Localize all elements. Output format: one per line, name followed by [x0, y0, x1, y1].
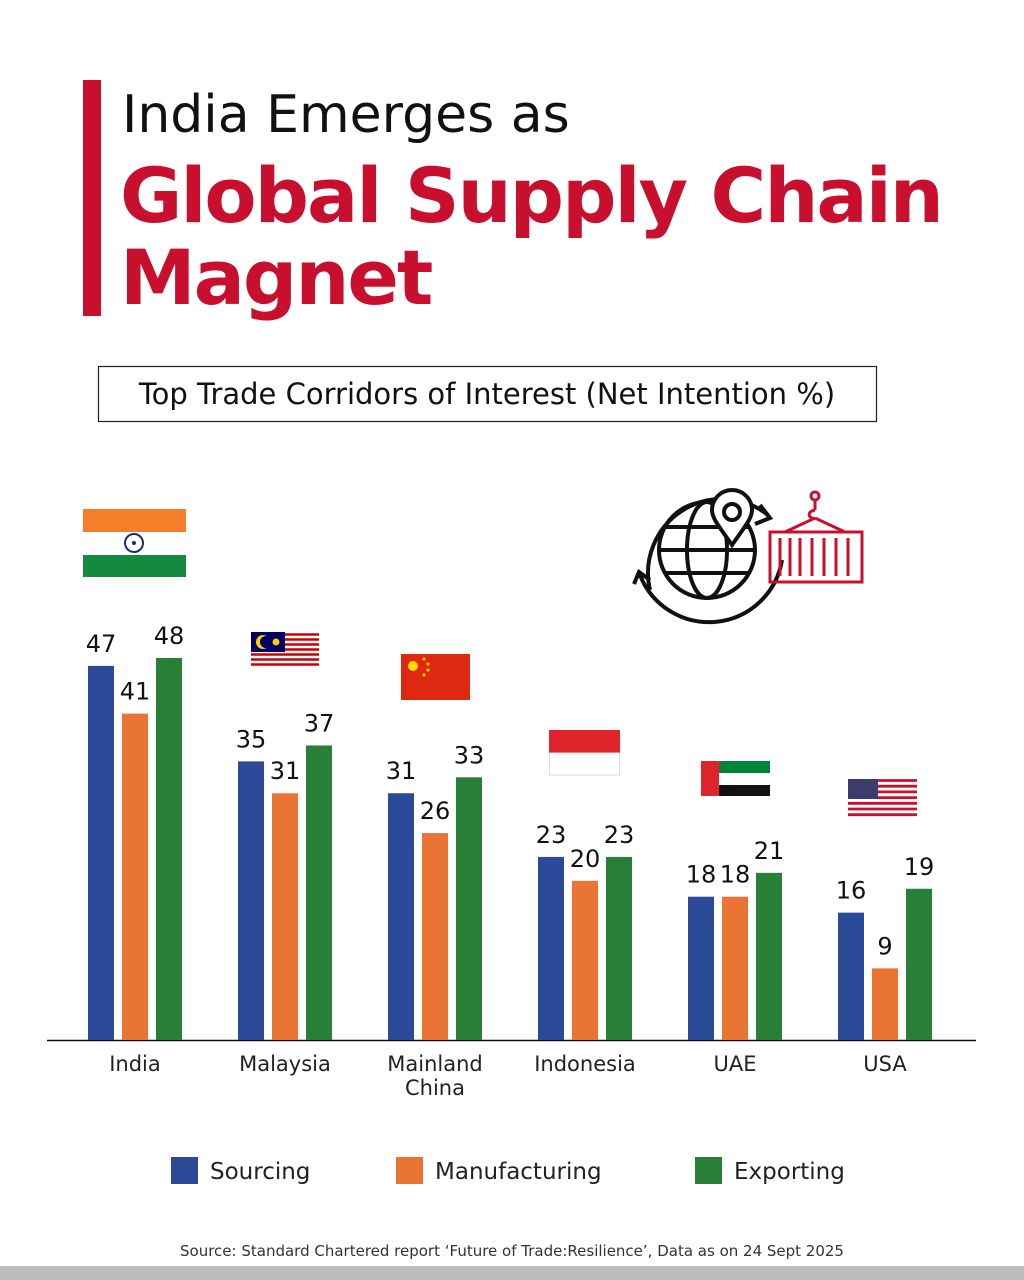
title-emphasis: Magnet	[120, 233, 432, 322]
legend-swatch	[171, 1157, 198, 1184]
value-label: 26	[420, 797, 451, 825]
legend-label: Manufacturing	[435, 1159, 602, 1185]
x-label-box: USA	[863, 1052, 907, 1076]
value-label: 19	[904, 853, 935, 881]
legend-swatch	[695, 1157, 722, 1184]
value-label: 21	[754, 837, 785, 865]
value-label: 41	[120, 678, 151, 706]
bar	[606, 856, 632, 1040]
subtitle: Top Trade Corridors of Interest (Net Int…	[138, 377, 835, 411]
subtitle-box	[97, 365, 878, 423]
x-tick-label: India	[109, 1052, 161, 1076]
trade-icon	[632, 488, 784, 625]
footer-strip	[0, 1266, 1024, 1280]
x-label-box: India	[109, 1052, 161, 1076]
bar	[156, 657, 182, 1040]
bar	[456, 777, 482, 1040]
x-label-box: UAE	[713, 1052, 757, 1076]
bar	[872, 968, 898, 1040]
x-tick-label: UAE	[713, 1052, 757, 1076]
value-label: 31	[386, 757, 417, 785]
flag-china	[401, 654, 470, 700]
bar	[838, 912, 864, 1040]
bar	[538, 856, 564, 1040]
flag-uae	[701, 761, 770, 796]
value-label: 16	[836, 877, 867, 905]
title-lead: India Emerges as	[122, 85, 570, 145]
x-tick-label: USA	[863, 1052, 907, 1076]
container-icon	[768, 490, 864, 584]
flag-india	[83, 509, 186, 577]
bar	[238, 761, 264, 1040]
x-tick-label: Malaysia	[239, 1052, 331, 1076]
bar	[88, 665, 114, 1040]
bar	[906, 888, 932, 1040]
legend-label: Sourcing	[210, 1159, 310, 1185]
flag-malaysia	[251, 632, 319, 667]
flag-indonesia	[549, 730, 620, 776]
value-label: 37	[304, 709, 335, 737]
legend-label: Exporting	[734, 1159, 845, 1185]
bar	[122, 713, 148, 1040]
bar	[306, 745, 332, 1040]
title-accent-bar	[83, 80, 101, 316]
value-label: 23	[604, 821, 635, 849]
value-label: 48	[154, 622, 185, 650]
bar	[688, 896, 714, 1040]
value-label: 33	[454, 741, 485, 769]
x-label-box: Indonesia	[534, 1052, 636, 1076]
x-tick-label: Mainland China	[387, 1052, 483, 1100]
bar	[388, 793, 414, 1040]
flag-usa	[848, 779, 917, 817]
x-label-box: Mainland China	[387, 1052, 483, 1100]
value-label: 20	[570, 845, 601, 873]
bar	[572, 880, 598, 1040]
value-label: 31	[270, 757, 301, 785]
legend-swatch	[396, 1157, 423, 1184]
title-emphasis: Global Supply Chain	[120, 151, 942, 240]
x-label-box: Malaysia	[239, 1052, 331, 1076]
source-note: Source: Standard Chartered report ‘Futur…	[180, 1242, 844, 1260]
bar	[422, 833, 448, 1040]
value-label: 35	[236, 725, 267, 753]
value-label: 18	[720, 861, 751, 889]
value-label: 18	[686, 861, 717, 889]
bar	[722, 896, 748, 1040]
value-label: 47	[86, 630, 117, 658]
bar	[272, 793, 298, 1040]
x-tick-label: Indonesia	[534, 1052, 636, 1076]
value-label: 23	[536, 821, 567, 849]
bar	[756, 872, 782, 1040]
value-label: 9	[877, 932, 892, 960]
